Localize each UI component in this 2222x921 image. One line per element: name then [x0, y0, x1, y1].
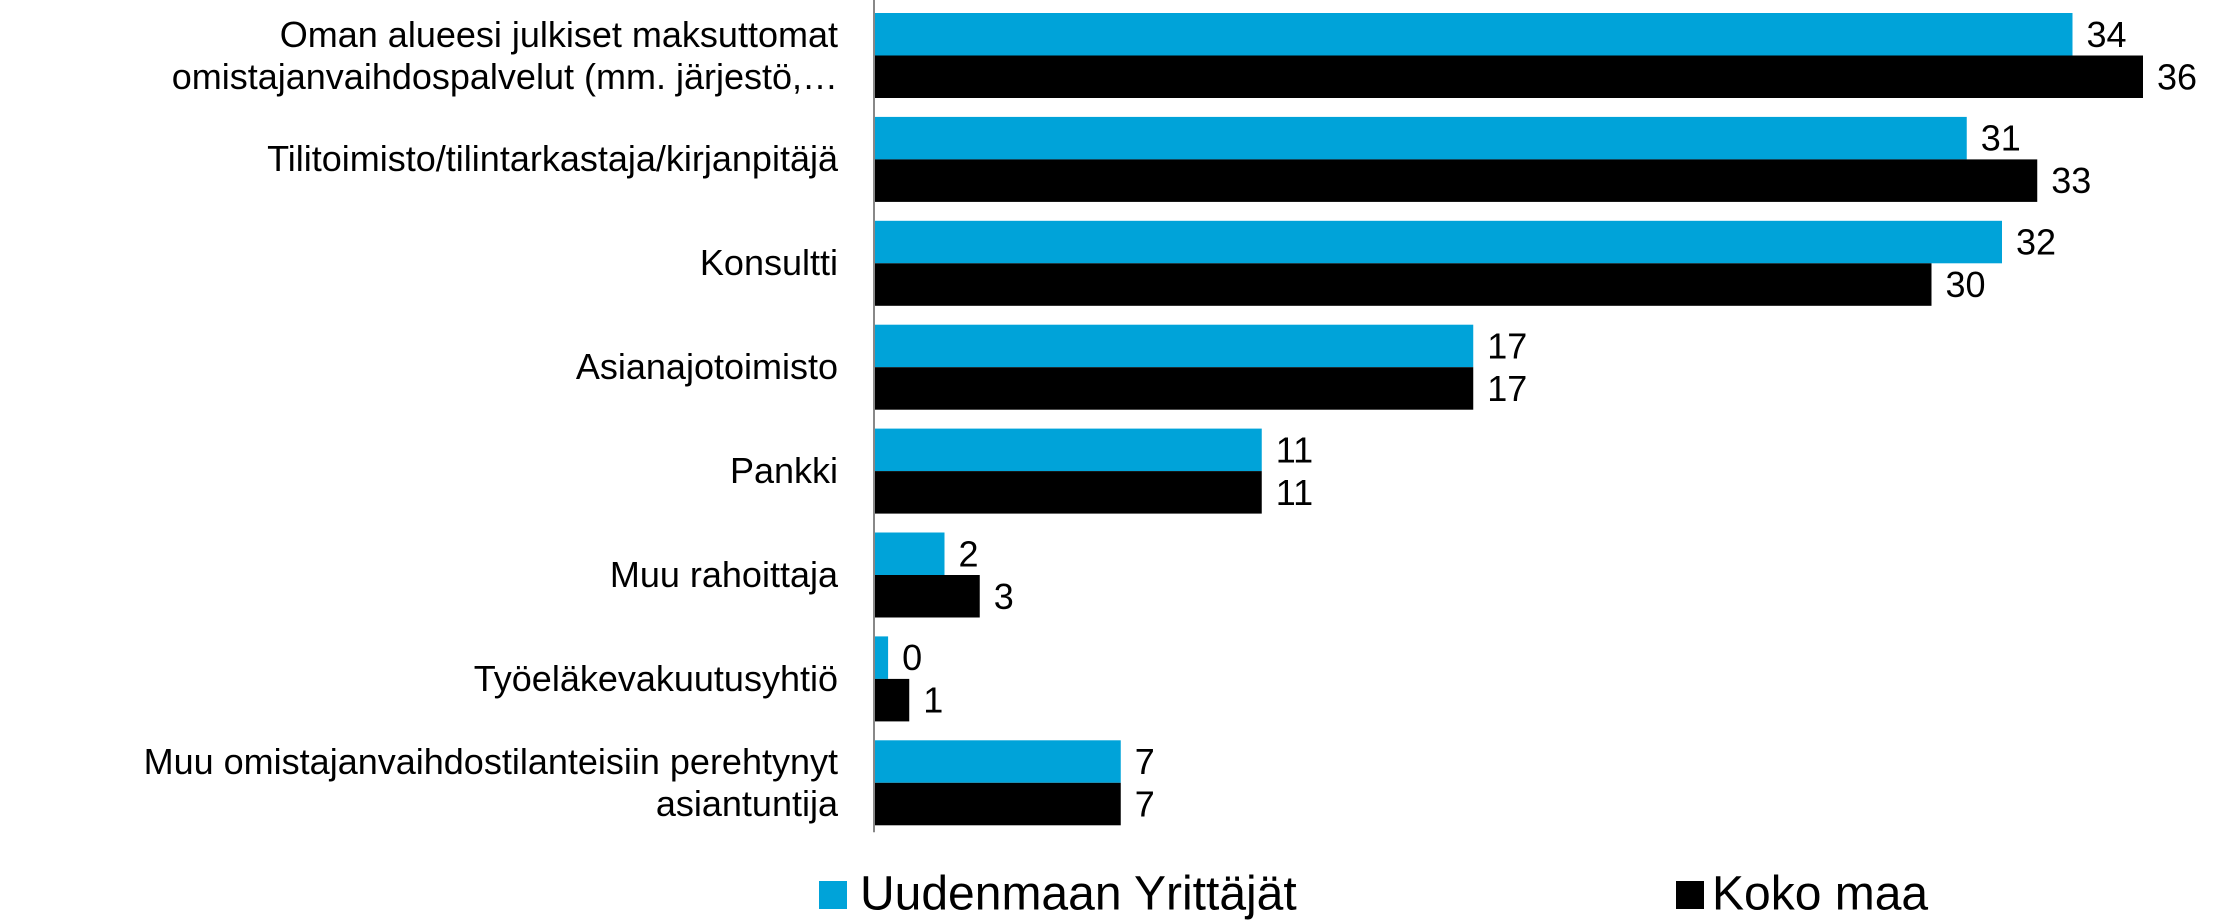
value-label: 34 [2087, 14, 2127, 55]
value-label: 17 [1487, 325, 1527, 366]
value-label: 1 [923, 680, 943, 721]
bar [874, 220, 2002, 264]
category-label: Tilitoimisto/tilintarkastaja/kirjanpitäj… [267, 138, 838, 180]
value-label: 17 [1487, 368, 1527, 409]
bar [874, 116, 1967, 160]
bar [874, 428, 1262, 472]
value-label: 2 [959, 533, 979, 574]
bar [874, 13, 2073, 56]
value-label: 3 [994, 576, 1014, 617]
bar [874, 159, 2038, 202]
legend-label: Koko maa [1712, 868, 1928, 921]
legend-label: Uudenmaan Yrittäjät [860, 868, 1297, 921]
value-label: 11 [1276, 429, 1313, 470]
value-label: 7 [1135, 741, 1155, 782]
bar [874, 575, 980, 618]
bar [874, 532, 945, 575]
bar [874, 678, 910, 722]
bar [874, 324, 1474, 368]
category-label: Muu rahoittaja [609, 554, 838, 595]
bar [874, 367, 1474, 410]
bar [874, 740, 1121, 783]
category-label: Asianajotoimisto [575, 346, 838, 388]
category-label: Työeläkevakuutusyhtiö [473, 657, 838, 699]
category-label: Pankki [729, 450, 838, 492]
bar [874, 471, 1262, 514]
bar [874, 782, 1121, 826]
value-label: 30 [1946, 264, 1986, 305]
bar [874, 55, 2143, 98]
value-label: 36 [2157, 56, 2197, 97]
value-label: 11 [1276, 472, 1313, 513]
value-label: 33 [2051, 160, 2091, 201]
category-label: Konsultti [699, 242, 838, 284]
value-label: 0 [902, 637, 922, 678]
legend-swatch [819, 881, 847, 909]
value-label: 7 [1135, 784, 1155, 825]
bar [874, 636, 889, 679]
value-label: 31 [1981, 118, 2021, 159]
bar [874, 263, 1932, 306]
legend-swatch [1676, 881, 1704, 909]
value-label: 32 [2016, 222, 2056, 263]
category-label: Oman alueesi julkiset maksuttomat omista… [171, 13, 838, 97]
category-label: Muu omistajanvaihdostilanteisiin perehty… [143, 740, 838, 824]
